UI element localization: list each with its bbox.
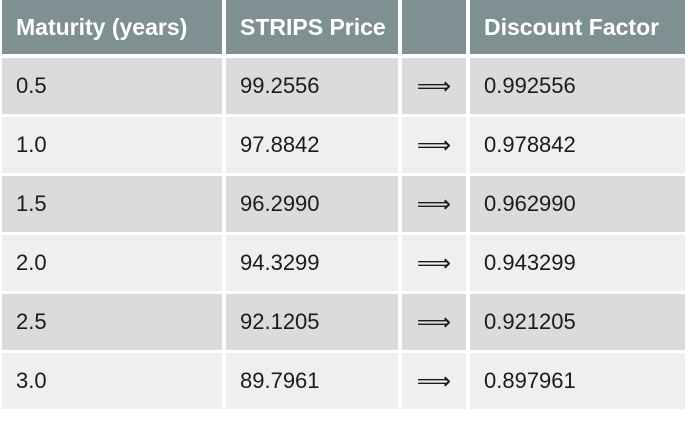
header-arrow — [400, 0, 470, 58]
table-row: 1.5 96.2990 ⟹ 0.962990 — [2, 174, 685, 235]
cell-price: 99.2556 — [224, 56, 402, 117]
cell-maturity: 0.5 — [2, 56, 226, 117]
cell-discount-factor: 0.962990 — [468, 174, 685, 235]
implies-arrow-icon: ⟹ — [400, 56, 470, 117]
implies-arrow-icon: ⟹ — [400, 233, 470, 294]
cell-discount-factor: 0.921205 — [468, 292, 685, 353]
cell-maturity: 2.5 — [2, 292, 226, 353]
cell-price: 89.7961 — [224, 351, 402, 412]
header-discount-factor: Discount Factor — [468, 0, 685, 58]
table-row: 2.5 92.1205 ⟹ 0.921205 — [2, 292, 685, 353]
cell-price: 96.2990 — [224, 174, 402, 235]
cell-discount-factor: 0.897961 — [468, 351, 685, 412]
cell-discount-factor: 0.943299 — [468, 233, 685, 294]
table-row: 0.5 99.2556 ⟹ 0.992556 — [2, 56, 685, 117]
cell-price: 97.8842 — [224, 115, 402, 176]
discount-factor-table-container: Maturity (years) STRIPS Price Discount F… — [2, 0, 685, 412]
header-strips-price: STRIPS Price — [224, 0, 402, 58]
header-maturity: Maturity (years) — [2, 0, 226, 58]
table-header-row: Maturity (years) STRIPS Price Discount F… — [2, 0, 685, 58]
cell-discount-factor: 0.978842 — [468, 115, 685, 176]
implies-arrow-icon: ⟹ — [400, 292, 470, 353]
discount-factor-table: Maturity (years) STRIPS Price Discount F… — [2, 0, 685, 412]
cell-discount-factor: 0.992556 — [468, 56, 685, 117]
cell-maturity: 3.0 — [2, 351, 226, 412]
implies-arrow-icon: ⟹ — [400, 115, 470, 176]
table-row: 2.0 94.3299 ⟹ 0.943299 — [2, 233, 685, 294]
implies-arrow-icon: ⟹ — [400, 174, 470, 235]
cell-price: 94.3299 — [224, 233, 402, 294]
table-row: 3.0 89.7961 ⟹ 0.897961 — [2, 351, 685, 412]
cell-maturity: 2.0 — [2, 233, 226, 294]
table-row: 1.0 97.8842 ⟹ 0.978842 — [2, 115, 685, 176]
cell-maturity: 1.0 — [2, 115, 226, 176]
cell-maturity: 1.5 — [2, 174, 226, 235]
cell-price: 92.1205 — [224, 292, 402, 353]
implies-arrow-icon: ⟹ — [400, 351, 470, 412]
